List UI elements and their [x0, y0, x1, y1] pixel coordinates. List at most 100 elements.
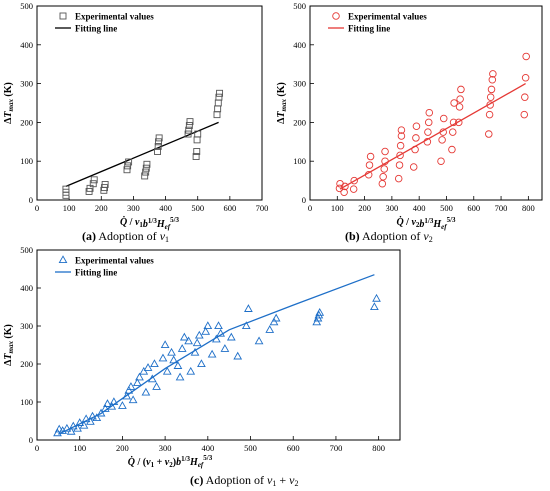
data-point — [124, 385, 134, 394]
data-point — [186, 366, 196, 375]
data-point — [128, 395, 138, 404]
x-tick-label: 700 — [256, 203, 269, 213]
x-tick-label: 0 — [35, 443, 39, 453]
data-point — [143, 160, 151, 168]
data-point — [364, 171, 373, 179]
y-tick-label: 0 — [29, 435, 33, 445]
legend-label: Experimental values — [75, 256, 154, 266]
data-point — [220, 344, 230, 352]
data-point — [86, 417, 95, 425]
data-point — [154, 143, 162, 150]
data-point — [142, 164, 150, 172]
data-point — [192, 338, 202, 347]
plot-frame — [309, 5, 543, 201]
data-point — [54, 424, 64, 433]
y-tick-label: 300 — [293, 79, 306, 89]
data-point — [213, 111, 221, 119]
data-point — [437, 157, 445, 165]
caption-c-var2: v — [289, 473, 295, 487]
x-tick-label: 700 — [330, 443, 343, 453]
data-point — [456, 95, 464, 103]
caption-a-tag: (a) — [82, 229, 96, 243]
chart-panel-c: 0 100 200 300 400 500 600 700 800 0 100 200 300 400 50… — [3, 245, 401, 469]
caption-c-plus: + — [279, 473, 287, 487]
data-point — [455, 118, 463, 127]
data-point — [193, 148, 201, 155]
x-tick-label: 600 — [223, 203, 236, 213]
legend-label: Fitting line — [75, 268, 117, 278]
data-point — [152, 382, 161, 390]
data-point — [155, 138, 162, 146]
data-point — [194, 130, 202, 138]
data-point — [381, 147, 389, 156]
caption-c-sub2: 2 — [294, 479, 299, 488]
data-point — [162, 366, 172, 375]
data-point — [379, 172, 387, 181]
y-tick-label: 400 — [293, 40, 306, 50]
data-point — [101, 181, 109, 188]
data-point — [241, 321, 251, 330]
x-tick-label: 100 — [73, 443, 86, 453]
data-point — [158, 353, 168, 362]
data-point — [520, 110, 529, 119]
data-point — [169, 355, 179, 364]
data-point — [177, 344, 187, 352]
data-point — [450, 99, 458, 107]
x-tick-label: 0 — [308, 203, 312, 213]
data-point — [141, 387, 151, 396]
y-tick-label: 500 — [20, 245, 33, 255]
y-axis-label: ΔTmax (K) — [276, 82, 288, 124]
legend-marker — [58, 255, 68, 264]
data-point — [315, 307, 325, 316]
data-point — [487, 85, 496, 94]
data-point — [150, 359, 159, 368]
caption-c: (c) Adoption of v1 + v2 — [190, 473, 298, 488]
data-point — [314, 310, 324, 319]
data-point — [365, 161, 374, 169]
data-point — [233, 351, 243, 360]
data-point — [455, 103, 464, 111]
data-point — [90, 176, 98, 184]
data-point — [123, 166, 131, 174]
data-point — [62, 423, 72, 432]
data-point — [448, 128, 457, 136]
x-tick-label: 500 — [244, 443, 257, 453]
plot-frame — [36, 249, 401, 441]
data-point — [118, 401, 127, 409]
y-tick-label: 200 — [20, 359, 33, 369]
x-tick-label: 600 — [467, 203, 480, 213]
data-point — [107, 401, 117, 410]
data-point — [396, 141, 405, 150]
data-point — [265, 325, 275, 333]
data-point — [378, 179, 387, 188]
x-axis-label: Q̇ / v2b1/3Hef5/3 — [396, 215, 456, 231]
data-point — [397, 132, 406, 140]
data-point — [395, 161, 404, 169]
data-point — [448, 145, 456, 154]
x-tick-label: 800 — [372, 443, 385, 453]
caption-b-tag: (b) — [345, 229, 360, 243]
data-point — [73, 423, 82, 432]
data-point — [92, 413, 102, 422]
data-point — [271, 313, 281, 322]
y-tick-label: 100 — [293, 156, 306, 166]
data-point — [96, 408, 106, 417]
x-tick-label: 300 — [386, 203, 399, 213]
data-point — [184, 130, 192, 138]
data-point — [66, 426, 76, 435]
data-point — [68, 421, 78, 430]
x-tick-label: 500 — [440, 203, 453, 213]
data-point — [486, 101, 494, 109]
data-point — [439, 114, 448, 123]
data-point — [486, 93, 495, 101]
plot-frame — [36, 5, 263, 201]
y-tick-label: 200 — [293, 117, 306, 127]
y-axis-label: ΔTmax (K) — [3, 82, 15, 124]
y-tick-label: 100 — [20, 156, 33, 166]
x-tick-label: 300 — [159, 443, 172, 453]
data-point — [194, 330, 204, 339]
x-tick-label: 200 — [95, 203, 108, 213]
x-tick-label: 400 — [201, 443, 214, 453]
data-point — [207, 349, 217, 358]
data-point — [215, 93, 223, 101]
